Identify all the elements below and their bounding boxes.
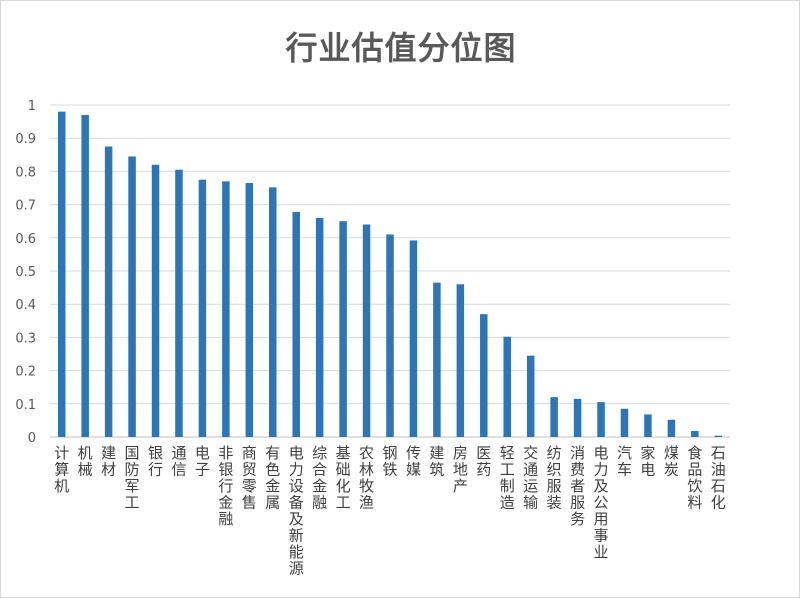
x-category-label: 电子: [195, 444, 210, 479]
bar: [480, 314, 488, 437]
bar: [315, 217, 324, 437]
x-category-label: 汽车: [617, 444, 632, 479]
bar: [456, 284, 465, 437]
bar: [198, 179, 207, 437]
bar: [292, 211, 300, 437]
chart-title: 行业估值分位图: [285, 29, 517, 67]
y-tick-label: 1: [28, 99, 36, 114]
bar: [175, 169, 183, 438]
x-category-label: 纺织服装: [547, 444, 562, 512]
x-category-label: 家电: [640, 444, 655, 479]
bar: [57, 111, 66, 437]
x-category-label: 建筑: [429, 444, 444, 479]
x-category-label: 计算机: [54, 444, 69, 495]
bar: [409, 240, 418, 437]
x-category-label: 消费者服务: [570, 444, 585, 528]
bar: [691, 431, 699, 437]
x-category-label: 非银行金融: [218, 444, 233, 528]
bar: [222, 181, 230, 437]
y-tick-label: 0.9: [15, 132, 36, 147]
bars: [57, 111, 723, 438]
bar: [644, 414, 652, 437]
x-category-label: 石油石化: [711, 444, 726, 512]
x-category-label: 基础化工: [336, 444, 351, 512]
x-category-label: 食品饮料: [687, 444, 702, 512]
x-category-label: 轻工制造: [500, 444, 515, 512]
x-category-label: 国防军工: [125, 444, 140, 512]
bar: [620, 408, 629, 437]
x-category-label: 电力设备及新能源: [289, 444, 304, 578]
bar: [573, 398, 582, 437]
y-tick-label: 0: [28, 431, 36, 446]
x-category-label: 有色金属: [265, 444, 280, 512]
bar: [269, 187, 277, 437]
bar: [550, 397, 558, 437]
bar: [104, 146, 113, 437]
y-axis-ticks: 0 0.1 0.2 0.3 0.4 0.5 0.6 0.7 0.8 0.9 1: [15, 99, 36, 446]
bar: [128, 156, 136, 437]
bar: [245, 183, 254, 437]
bar: [667, 419, 676, 437]
x-category-label: 传媒: [406, 444, 421, 479]
x-category-label: 通信: [171, 444, 186, 479]
x-category-label: 银行: [148, 444, 163, 479]
bar: [503, 336, 511, 437]
bar: [433, 282, 441, 437]
y-tick-label: 0.7: [15, 199, 36, 214]
x-category-label: 交通运输: [523, 444, 538, 512]
x-category-label: 农林牧渔: [359, 444, 374, 512]
x-category-label: 机械: [78, 444, 93, 479]
bar: [386, 234, 394, 437]
x-category-label: 电力及公用事业: [594, 444, 609, 561]
y-tick-label: 0.2: [15, 365, 36, 380]
y-tick-label: 0.5: [15, 265, 36, 280]
bar: [339, 221, 347, 437]
x-category-label: 钢铁: [382, 444, 397, 479]
y-tick-label: 0.6: [15, 232, 36, 247]
y-tick-label: 0.4: [15, 298, 36, 313]
x-category-label: 煤炭: [664, 444, 679, 479]
bar: [714, 435, 723, 437]
x-category-label: 综合金融: [312, 444, 327, 512]
x-category-label: 商贸零售: [242, 444, 257, 512]
x-category-label: 医药: [476, 444, 491, 479]
bar: [362, 224, 371, 437]
x-axis-labels: 计算机机械建材国防军工银行通信电子非银行金融商贸零售有色金属电力设备及新能源综合…: [54, 444, 726, 578]
x-category-label: 建材: [101, 444, 116, 479]
bar: [81, 114, 89, 438]
bar: [597, 402, 605, 437]
bar: [151, 164, 160, 437]
y-tick-label: 0.3: [15, 331, 36, 346]
y-tick-label: 0.8: [15, 165, 36, 180]
x-category-label: 房地产: [453, 444, 468, 495]
y-tick-label: 0.1: [15, 398, 36, 413]
bar: [526, 355, 535, 437]
